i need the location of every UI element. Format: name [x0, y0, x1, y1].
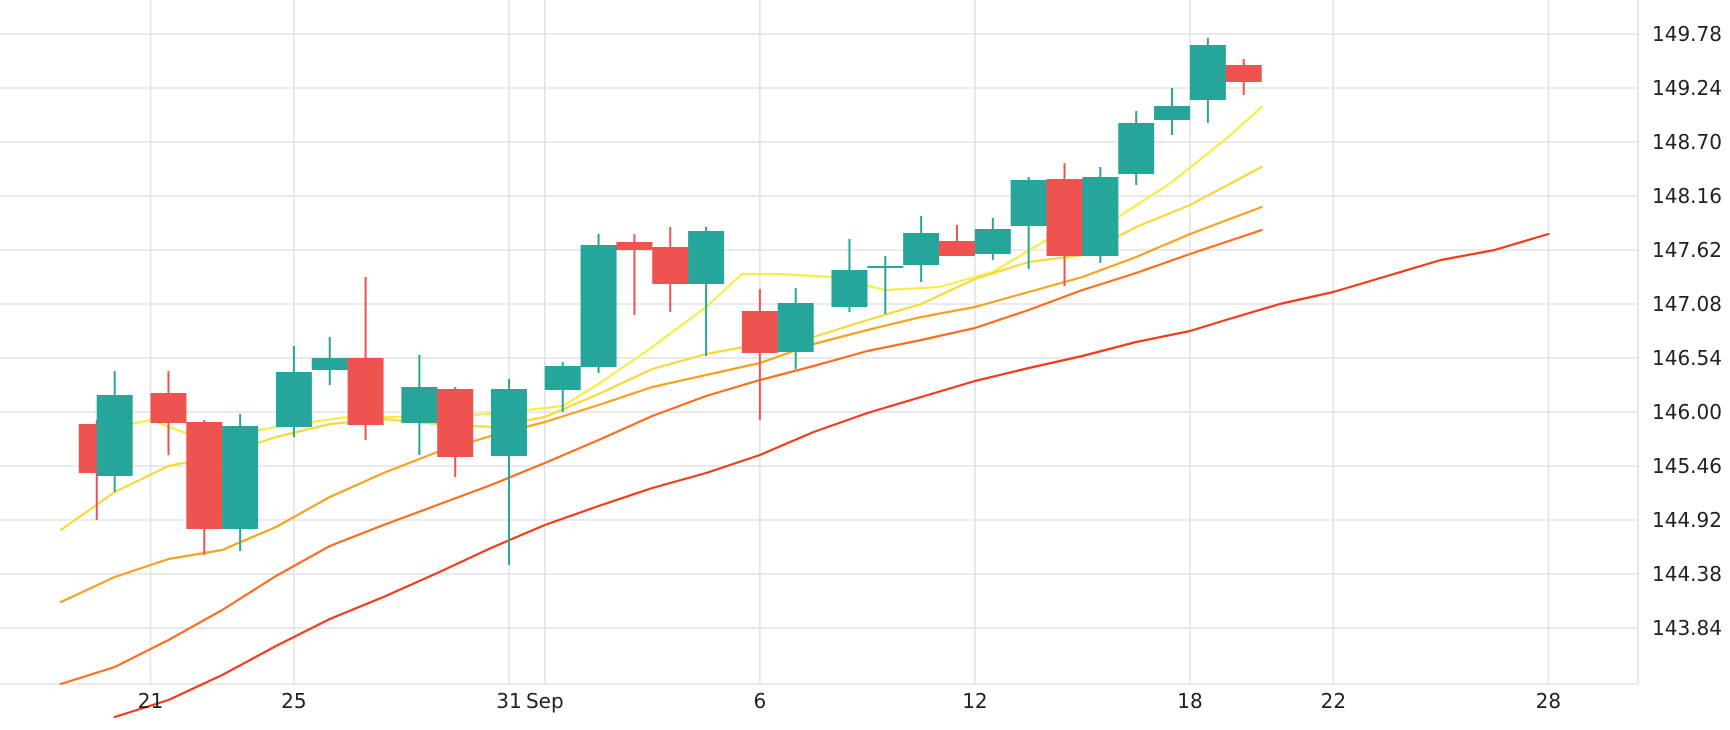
x-tick-label: 12 [962, 689, 987, 713]
candle-body [652, 247, 689, 284]
moving-average-line-4 [59, 228, 1263, 686]
candle-body [867, 266, 904, 268]
vertical-gridlines [149, 0, 1639, 684]
y-tick-label: 145.46 [1652, 454, 1722, 478]
candle-body [1046, 179, 1083, 256]
candle-body [903, 233, 940, 265]
x-tick-label: 22 [1321, 689, 1346, 713]
horizontal-gridlines [0, 33, 1638, 685]
candle-body [490, 389, 527, 456]
candle [1225, 59, 1262, 95]
x-tick-label: Sep [526, 689, 564, 713]
candle-body [777, 303, 814, 352]
y-axis-labels: 149.78 149.24 148.70 148.16 147.62 147.08 146.… [1652, 22, 1722, 640]
x-tick-label: 21 [138, 689, 163, 713]
candle-body [1010, 180, 1047, 226]
candle [616, 234, 653, 315]
candle [688, 227, 725, 356]
candle-body [347, 358, 384, 425]
candle [741, 289, 778, 420]
candle [275, 346, 312, 437]
candle-body [688, 231, 725, 284]
moving-average-line-5 [113, 232, 1550, 719]
candle [1010, 177, 1047, 269]
candle-body [401, 387, 438, 423]
candle-body [741, 311, 778, 353]
candle-body [544, 366, 581, 390]
x-tick-label: 18 [1177, 689, 1202, 713]
x-tick-label: 25 [281, 689, 306, 713]
y-tick-label: 147.08 [1652, 292, 1722, 316]
candle [580, 234, 617, 373]
candle [777, 288, 814, 369]
candle [96, 371, 133, 492]
y-tick-label: 144.92 [1652, 508, 1722, 532]
candle [1082, 167, 1119, 263]
candle-body [580, 245, 617, 367]
candle-body [1082, 177, 1119, 256]
y-tick-label: 144.38 [1652, 562, 1722, 586]
candle [974, 218, 1011, 260]
candle-body [150, 393, 187, 423]
candles [78, 38, 1262, 565]
candle-body [275, 372, 312, 427]
candle [903, 216, 940, 282]
candle [1189, 38, 1226, 123]
candle [1154, 88, 1191, 135]
candle [150, 371, 187, 455]
y-tick-label: 148.16 [1652, 184, 1722, 208]
candle-body [437, 389, 474, 457]
candle [347, 277, 384, 440]
y-tick-label: 147.62 [1652, 238, 1722, 262]
x-tick-label: 31 [496, 689, 521, 713]
candle [401, 355, 438, 455]
candle [544, 362, 581, 412]
candle-body [1189, 45, 1226, 100]
candle-body [974, 229, 1011, 254]
y-tick-label: 149.78 [1652, 22, 1722, 46]
candle [1046, 163, 1083, 286]
candle [437, 387, 474, 477]
candle-body [831, 270, 868, 307]
candle-body [938, 241, 975, 256]
candle-body [1118, 123, 1155, 174]
candle [652, 227, 689, 312]
candle-body [222, 426, 259, 529]
candle-body [96, 395, 133, 476]
candle [490, 379, 527, 565]
x-axis-labels: 21 25 31 Sep 6 12 18 22 28 [138, 689, 1561, 713]
candle [938, 225, 975, 256]
y-tick-label: 146.54 [1652, 346, 1722, 370]
candle-body [186, 422, 223, 529]
candle [222, 414, 259, 551]
candle [867, 256, 904, 314]
candle-body [311, 358, 348, 370]
candle-body [616, 242, 653, 250]
candle [311, 337, 348, 385]
moving-average-line-3 [59, 205, 1263, 604]
candle [186, 420, 223, 555]
candle-body [1154, 106, 1191, 120]
y-tick-label: 149.24 [1652, 76, 1722, 100]
candle [1118, 111, 1155, 185]
y-tick-label: 143.84 [1652, 616, 1722, 640]
x-tick-label: 6 [753, 689, 766, 713]
candle [831, 239, 868, 312]
candle-body [1225, 65, 1262, 82]
y-tick-label: 148.70 [1652, 130, 1722, 154]
x-tick-label: 28 [1536, 689, 1561, 713]
y-tick-label: 146.00 [1652, 400, 1722, 424]
